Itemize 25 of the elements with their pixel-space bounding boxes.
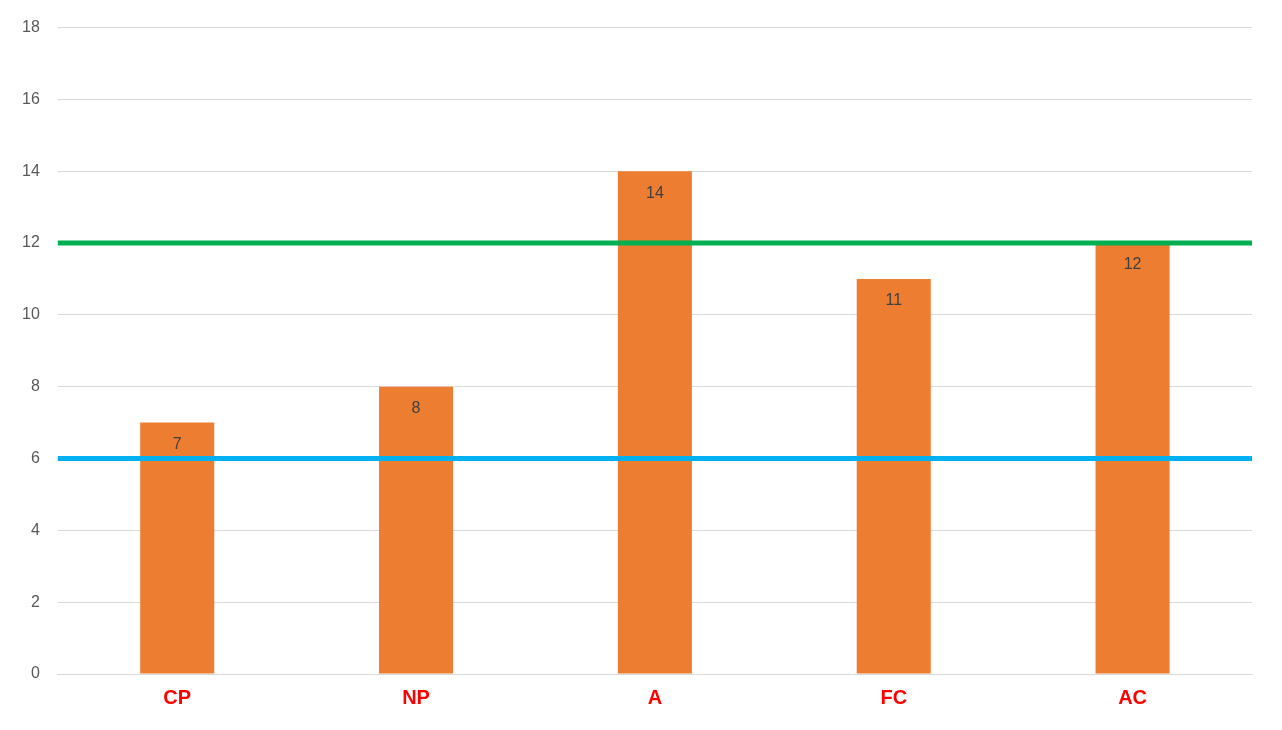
x-tick-label: CP [163,685,192,708]
y-tick-label: 10 [22,305,40,323]
x-tick-label: NP [402,685,430,708]
x-tick-label: AC [1118,685,1148,708]
bar [140,422,215,674]
y-tick-label: 8 [30,377,40,395]
y-tick-label: 4 [30,520,40,538]
data-label: 14 [646,183,664,201]
bar [1095,243,1170,674]
y-tick-label: 18 [22,18,40,36]
x-tick-label: FC [880,685,908,708]
bar [379,386,454,674]
y-tick-label: 16 [22,89,40,107]
bar [617,171,692,674]
data-label: 12 [1123,255,1142,273]
x-tick-label: A [647,685,663,708]
y-tick-label: 0 [30,664,40,682]
data-label: 7 [172,435,182,453]
bar [856,278,931,674]
y-tick-label: 12 [22,233,40,251]
data-label: 11 [885,291,903,309]
y-tick-label: 6 [30,448,40,466]
y-tick-label: 14 [22,161,40,179]
data-label: 8 [411,399,421,417]
y-tick-label: 2 [30,592,40,610]
